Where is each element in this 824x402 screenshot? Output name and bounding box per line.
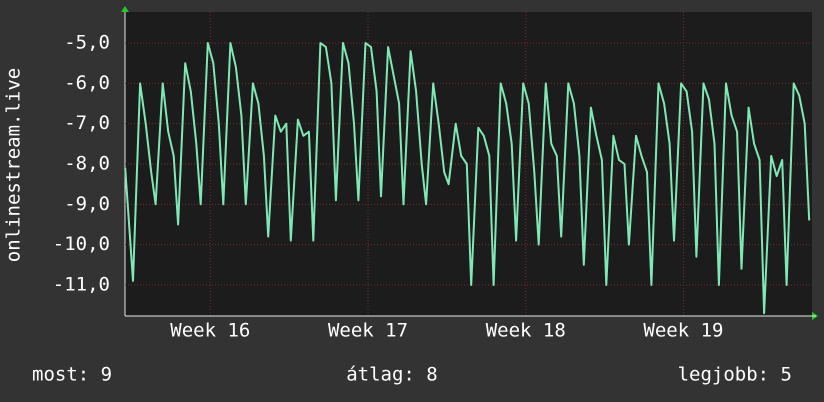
y-tick-label: -10,0 xyxy=(53,233,110,255)
footer-best: legjobb: 5 xyxy=(678,364,792,386)
y-axis-arrow xyxy=(121,6,129,12)
y-tick-label: -5,0 xyxy=(64,32,110,54)
y-tick-label: -7,0 xyxy=(64,112,110,134)
y-tick-label: -11,0 xyxy=(53,273,110,295)
y-tick-label: -6,0 xyxy=(64,72,110,94)
y-tick-label: -8,0 xyxy=(64,153,110,175)
x-tick-label: Week 17 xyxy=(328,320,408,342)
y-tick-label: -9,0 xyxy=(64,193,110,215)
plot-area xyxy=(125,12,812,316)
x-tick-label: Week 18 xyxy=(486,320,566,342)
x-tick-label: Week 16 xyxy=(170,320,250,342)
x-tick-label: Week 19 xyxy=(643,320,723,342)
y-axis-label: onlinestream.live xyxy=(3,68,25,262)
footer-average: átlag: 8 xyxy=(346,364,438,386)
data-line xyxy=(124,42,811,315)
footer-current: most: 9 xyxy=(32,364,112,386)
